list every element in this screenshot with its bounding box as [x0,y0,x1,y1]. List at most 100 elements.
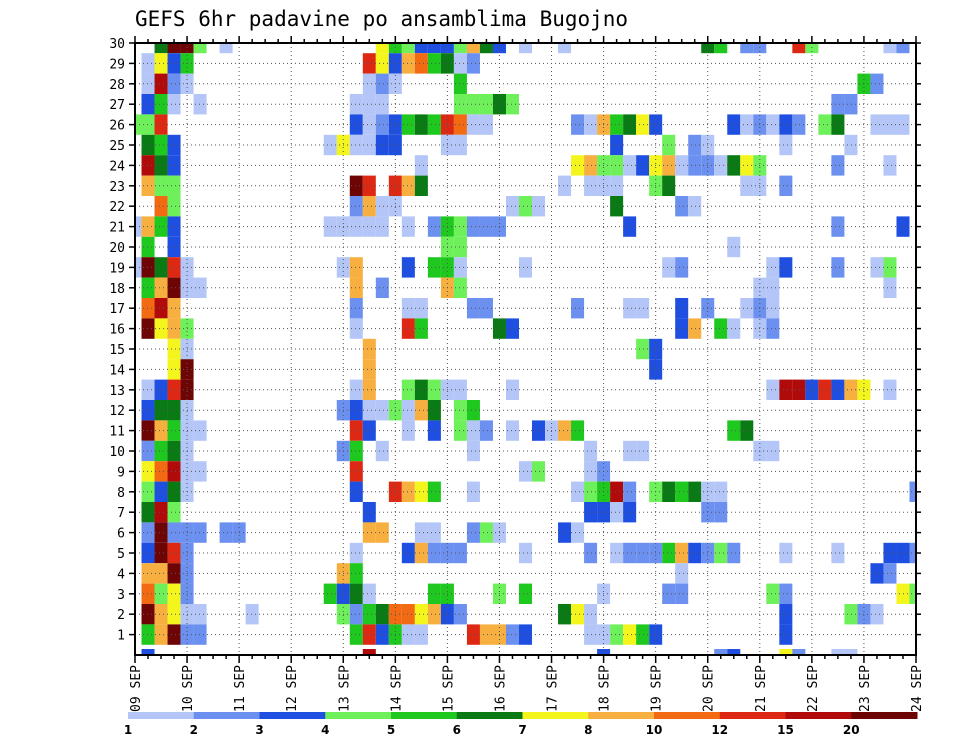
x-tick-label: 24 SEP [910,665,925,712]
heatmap-cell [414,53,428,74]
heatmap-cell [349,400,363,421]
heatmap-cell [779,134,793,156]
x-tick-label: 09 SEP [129,665,144,712]
colorbar-legend: 1 2 3 4 5 6 7 8 10 12 15 20 [124,712,918,737]
heatmap-cell [167,420,181,441]
heatmap-cell [167,542,181,564]
heatmap-cell [675,298,689,319]
heatmap-cell [896,542,910,564]
heatmap-cell [518,43,533,54]
y-tick-label: 15 [109,343,125,358]
heatmap-cell [167,379,181,400]
heatmap-cell [675,563,689,584]
heatmap-cell [167,257,181,278]
heatmap-cell [844,134,858,156]
heatmap-cell [479,94,493,115]
heatmap-cell [167,522,181,543]
x-tick-label: 13 SEP [337,665,352,712]
heatmap-cell [727,155,741,176]
heatmap-cell [401,53,415,74]
heatmap-cell [662,155,676,176]
heatmap-cell [727,649,741,655]
heatmap-cell [610,196,624,217]
heatmap-cell [362,400,376,421]
heatmap-cell [154,420,168,441]
heatmap-cell [610,134,624,156]
colorbar-label: 6 [453,723,461,737]
heatmap-cell [141,134,155,156]
heatmap-cell [362,338,376,360]
heatmap-cell [401,298,415,319]
heatmap-cell [766,379,780,400]
y-tick-label: 22 [109,200,125,215]
heatmap-cell [323,134,337,156]
heatmap-cell [414,114,428,135]
heatmap-cell [636,440,650,462]
heatmap-cell [154,542,168,564]
heatmap-cell [141,400,155,421]
y-tick-label: 2 [117,608,125,623]
heatmap-cell [167,461,181,482]
heatmap-cell [427,53,441,74]
heatmap-cell [401,481,415,502]
y-tick-label: 5 [117,547,125,562]
heatmap-cell [167,134,181,156]
x-axis-ticks: 09 SEP 10 SEP 11 SEP 12 SEP 13 SEP 14 SEP 15 S… [129,36,925,712]
heatmap-cell [141,73,155,94]
heatmap-cell [154,379,168,400]
heatmap-cell [727,542,741,564]
heatmap-cell [558,175,572,196]
heatmap-cell [141,624,155,645]
heatmap-cell [805,43,819,54]
heatmap-cell [518,583,533,604]
heatmap-cell [623,542,637,564]
heatmap-cell [167,563,181,584]
heatmap-cell [427,216,441,237]
heatmap-cell [414,298,428,319]
heatmap-cell [518,461,533,482]
heatmap-cell [584,542,598,564]
heatmap-cell [375,624,389,645]
heatmap-cell [362,53,376,74]
colorbar-segment [325,712,392,719]
heatmap-cell [349,379,363,400]
heatmap-cell [167,277,181,298]
heatmap-cell [154,155,168,176]
heatmap-cell [193,420,207,441]
heatmap-cell [518,257,533,278]
heatmap-cell [818,114,832,135]
heatmap-cell [167,53,181,74]
heatmap-cell [518,196,533,217]
heatmap-cell [427,400,441,421]
heatmap-cell [610,624,624,645]
heatmap-cell [401,114,415,135]
heatmap-cell [727,236,741,258]
x-tick-label: 12 SEP [285,665,300,712]
heatmap-cell [154,318,168,339]
heatmap-cell [453,236,467,258]
heatmap-cell [610,502,624,523]
heatmap-cell [362,624,376,645]
x-tick-label: 22 SEP [806,665,821,712]
heatmap-cell [167,359,181,380]
heatmap-cell [141,53,155,74]
heatmap-cell [909,481,916,502]
heatmap-cell [479,298,493,319]
heatmap-cell [349,134,363,156]
colorbar-label: 3 [255,723,263,737]
heatmap-cell [141,502,155,523]
heatmap-cell [427,481,441,502]
heatmap-cell [896,216,910,237]
heatmap-cell [466,481,480,502]
heatmap-cell [154,583,168,604]
heatmap-cell [141,175,155,196]
heatmap-cell [349,277,363,298]
heatmap-cell [414,379,428,400]
heatmap-cell [349,481,363,502]
y-tick-label: 8 [117,486,125,501]
heatmap-cell [662,583,676,604]
heatmap-cell [571,155,585,176]
heatmap-cell [766,114,780,135]
heatmap-cell [505,94,519,115]
heatmap-cell [792,649,806,655]
